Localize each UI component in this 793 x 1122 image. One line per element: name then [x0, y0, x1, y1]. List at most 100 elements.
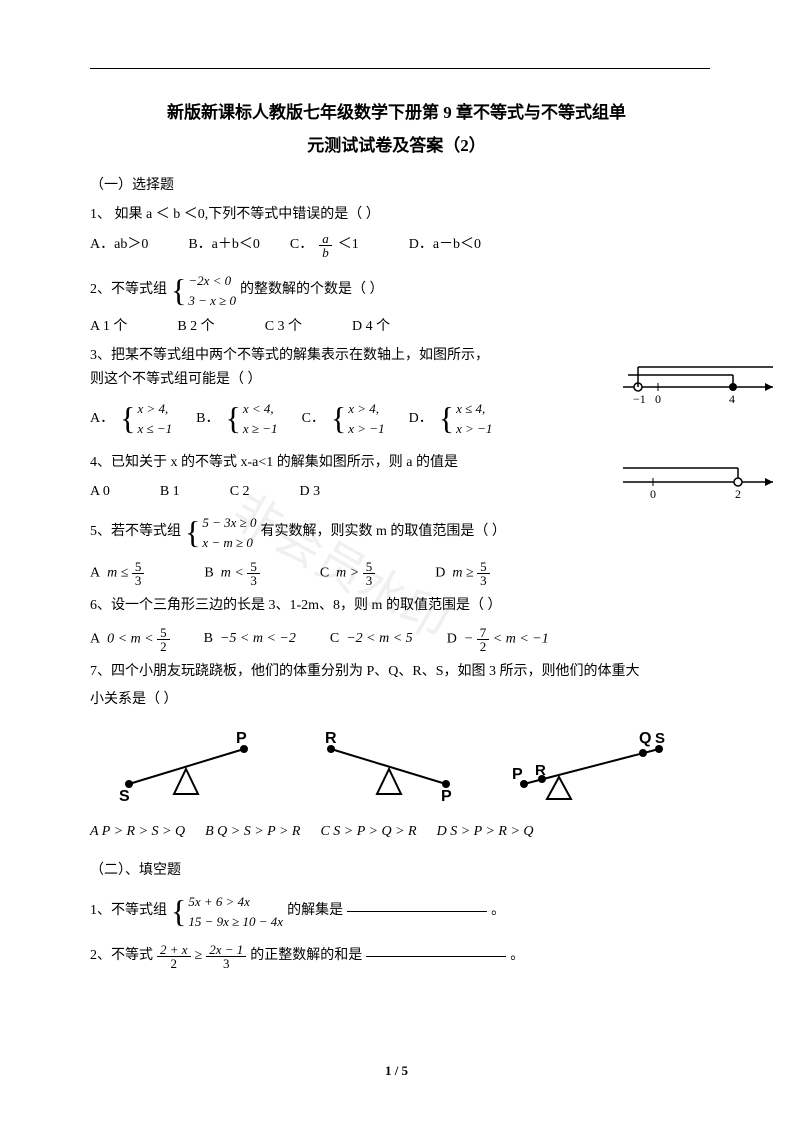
page-number: 1 / 5: [0, 1061, 793, 1082]
q1-opt-d: D．a－b＜0: [409, 234, 481, 256]
top-rule: [90, 68, 710, 69]
q3c-lbl: C．: [302, 408, 325, 430]
q3-opt-b: B．{x < 4,x ≥ −1: [196, 399, 277, 438]
question-3-line1: 3、把某不等式组中两个不等式的解集表示在数轴上，如图所示，: [90, 345, 703, 367]
seesaw-2: R P: [311, 729, 461, 809]
q5-options: A m ≤ 53 B m < 53 C m > 53 D m ≥ 53: [90, 560, 703, 587]
q2-opt-d: D 4 个: [352, 316, 390, 338]
q2-options: A 1 个 B 2 个 C 3 个 D 4 个: [90, 316, 703, 338]
f2-suffix: 的正整数解的和是: [250, 945, 362, 967]
q7-opt-c: C S > P > Q > R: [320, 821, 416, 843]
q5-opt-b: B m < 53: [204, 560, 259, 587]
f2-geq: ≥: [195, 945, 203, 967]
q4-axis-left: 0: [650, 487, 656, 501]
f2-rden: 3: [220, 957, 233, 970]
q3b-lbl: B．: [196, 408, 219, 430]
q2-opt-c: C 3 个: [265, 316, 302, 338]
q3c-bot: x > −1: [348, 419, 384, 439]
svg-text:R: R: [325, 730, 337, 747]
q7-opt-d: D S > P > R > Q: [437, 821, 534, 843]
q6-opt-d: D − 72 < m < −1: [447, 626, 549, 653]
q5-opt-c: C m > 53: [320, 560, 375, 587]
q3-options: A．{x > 4,x ≤ −1 B．{x < 4,x ≥ −1 C．{x > 4…: [90, 399, 703, 438]
q5-brace-top: 5 − 3x ≥ 0: [202, 513, 256, 533]
q5-brace: { 5 − 3x ≥ 0 x − m ≥ 0: [185, 513, 257, 552]
q7-options: A P > R > S > Q B Q > S > P > R C S > P …: [90, 821, 703, 843]
q1-text: 1、 如果 a ＜ b ＜0,下列不等式中错误的是（ ）: [90, 207, 380, 222]
q3b-top: x < 4,: [243, 399, 278, 419]
q5b-lbl: B: [204, 566, 213, 581]
seesaw-3: P R Q S: [509, 729, 679, 809]
q6d-lbl: D: [447, 631, 457, 646]
f2-end: 。: [510, 945, 524, 967]
section-2-label: （二）、填空题: [90, 860, 703, 882]
question-7-line1: 7、四个小朋友玩跷跷板，他们的体重分别为 P、Q、R、S，如图 3 所示，则他们…: [90, 661, 703, 683]
q5b-pre: m <: [221, 566, 248, 581]
q2-brace: { −2x < 0 3 − x ≥ 0: [171, 271, 236, 310]
q1c-num: a: [319, 232, 332, 246]
q5a-num: 5: [132, 560, 145, 574]
f2-lden: 2: [168, 957, 181, 970]
q5-prefix: 5、若不等式组: [90, 521, 181, 543]
q1-opt-c: C． ab ＜1: [290, 232, 359, 259]
q2-brace-top: −2x < 0: [188, 271, 236, 291]
q1c-den: b: [319, 246, 332, 259]
title-line-2: 元测试试卷及答案（2）: [90, 132, 703, 159]
q2-opt-b: B 2 个: [177, 316, 214, 338]
q2-suffix: 的整数解的个数是（ ）: [240, 279, 384, 301]
q3-number-line: −1 0 4: [623, 355, 783, 410]
f2-prefix: 2、不等式: [90, 945, 153, 967]
q3a-bot: x ≤ −1: [137, 419, 172, 439]
q6c-expr: −2 < m < 5: [346, 631, 412, 646]
q6-opt-c: C −2 < m < 5: [330, 628, 413, 650]
q3d-bot: x > −1: [456, 419, 492, 439]
svg-text:P: P: [441, 788, 452, 805]
question-1: 1、 如果 a ＜ b ＜0,下列不等式中错误的是（ ）: [90, 204, 703, 226]
q6c-lbl: C: [330, 631, 339, 646]
q7-opt-b: B Q > S > P > R: [205, 821, 300, 843]
svg-text:Q: Q: [639, 730, 651, 747]
svg-text:S: S: [119, 788, 130, 805]
q3d-lbl: D．: [409, 408, 433, 430]
q2-prefix: 2、不等式组: [90, 279, 167, 301]
q7-opt-a: A P > R > S > Q: [90, 821, 185, 843]
q1-opt-a: A．ab＞0: [90, 234, 148, 256]
q1-opt-c-suffix: ＜1: [338, 234, 359, 256]
q5-opt-d: D m ≥ 53: [435, 560, 489, 587]
q3-axis-right: 4: [729, 392, 735, 406]
f1-blank: [347, 911, 487, 912]
q3a-top: x > 4,: [137, 399, 172, 419]
q3-axis-left: −1: [633, 392, 646, 406]
q4-number-line: 0 2: [623, 460, 783, 505]
svg-text:R: R: [535, 762, 546, 779]
q3-opt-d: D．{x ≤ 4,x > −1: [409, 399, 493, 438]
q5c-lbl: C: [320, 566, 329, 581]
question-5: 5、若不等式组 { 5 − 3x ≥ 0 x − m ≥ 0 有实数解，则实数 …: [90, 513, 703, 552]
q3b-bot: x ≥ −1: [243, 419, 278, 439]
q4-opt-b: B 1: [160, 481, 180, 503]
q6-options: A 0 < m < 52 B −5 < m < −2 C −2 < m < 5 …: [90, 626, 703, 653]
q5c-den: 3: [363, 574, 376, 587]
q1-opt-c-prefix: C．: [290, 234, 313, 256]
f1-brace-bot: 15 − 9x ≥ 10 − 4x: [188, 912, 283, 932]
q2-brace-bot: 3 − x ≥ 0: [188, 291, 236, 311]
q6b-expr: −5 < m < −2: [220, 631, 296, 646]
section-1-label: （一）选择题: [90, 175, 703, 197]
question-3-line2: 则这个不等式组可能是（ ）: [90, 369, 703, 391]
q6a-expr: 0 < m <: [107, 631, 157, 646]
q5b-num: 5: [247, 560, 260, 574]
q3-opt-c: C．{x > 4,x > −1: [302, 399, 385, 438]
f1-suffix: 的解集是: [287, 900, 343, 922]
q5a-lbl: A: [90, 566, 100, 581]
q6a-den: 2: [157, 640, 170, 653]
q6-opt-b: B −5 < m < −2: [204, 628, 296, 650]
q5c-pre: m >: [336, 566, 363, 581]
svg-text:P: P: [236, 730, 247, 747]
q6-opt-a: A 0 < m < 52: [90, 626, 170, 653]
question-2: 2、不等式组 { −2x < 0 3 − x ≥ 0 的整数解的个数是（ ）: [90, 271, 703, 310]
fill-1: 1、不等式组 { 5x + 6 > 4x 15 − 9x ≥ 10 − 4x 的…: [90, 892, 703, 931]
question-7-line2: 小关系是（ ）: [90, 689, 703, 711]
f1-prefix: 1、不等式组: [90, 900, 167, 922]
q5-opt-a: A m ≤ 53: [90, 560, 144, 587]
q3a-lbl: A．: [90, 408, 114, 430]
